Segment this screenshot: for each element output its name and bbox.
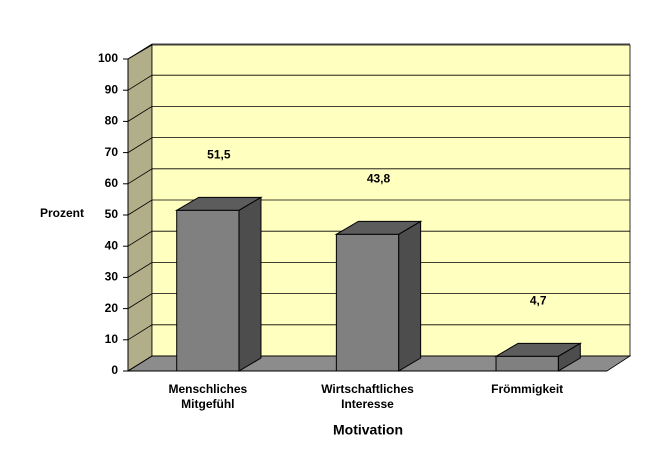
bar [494, 342, 583, 372]
x-tick-label: Wirtschaftliches [321, 382, 414, 396]
y-tick-label: 60 [105, 176, 119, 190]
grid-line [127, 199, 630, 216]
y-tick-label: 90 [105, 82, 119, 96]
y-tick-label: 70 [105, 145, 119, 159]
x-tick-label: Mitgefühl [181, 397, 234, 411]
bar-side [238, 196, 262, 372]
y-tick-label: 20 [105, 301, 119, 315]
data-label: 4,7 [530, 294, 547, 308]
y-tick-label: 80 [105, 114, 119, 128]
x-tick-label: Frömmigkeit [491, 382, 563, 396]
y-tick-label: 100 [98, 51, 118, 65]
x-tick-label: Menschliches [168, 382, 247, 396]
y-tick-label: 0 [111, 363, 118, 377]
x-tick-label: Interesse [341, 397, 394, 411]
bar-front [176, 209, 240, 372]
grid-line [127, 261, 630, 278]
grid-line [127, 43, 630, 60]
y-tick-label: 10 [105, 332, 119, 346]
bar-front [495, 355, 559, 372]
bar [334, 220, 423, 372]
y-tick-label: 50 [105, 207, 119, 221]
bar [174, 196, 263, 372]
grid-line [127, 355, 630, 372]
data-label: 51,5 [207, 147, 231, 161]
data-label: 43,8 [367, 172, 391, 186]
bar-side [398, 220, 422, 372]
grid-line [127, 74, 630, 91]
grid-line [127, 168, 630, 185]
y-axis-label: Prozent [40, 206, 84, 220]
grid-line [127, 293, 630, 309]
bar-front [335, 233, 400, 372]
grid-line [127, 230, 630, 247]
grid-line [127, 324, 630, 341]
grid-line [127, 137, 630, 153]
x-axis-label: Motivation [333, 422, 403, 438]
y-tick-label: 30 [105, 270, 119, 284]
grid-line [127, 106, 630, 122]
side-wall [127, 44, 153, 372]
y-tick-label: 40 [105, 238, 119, 252]
